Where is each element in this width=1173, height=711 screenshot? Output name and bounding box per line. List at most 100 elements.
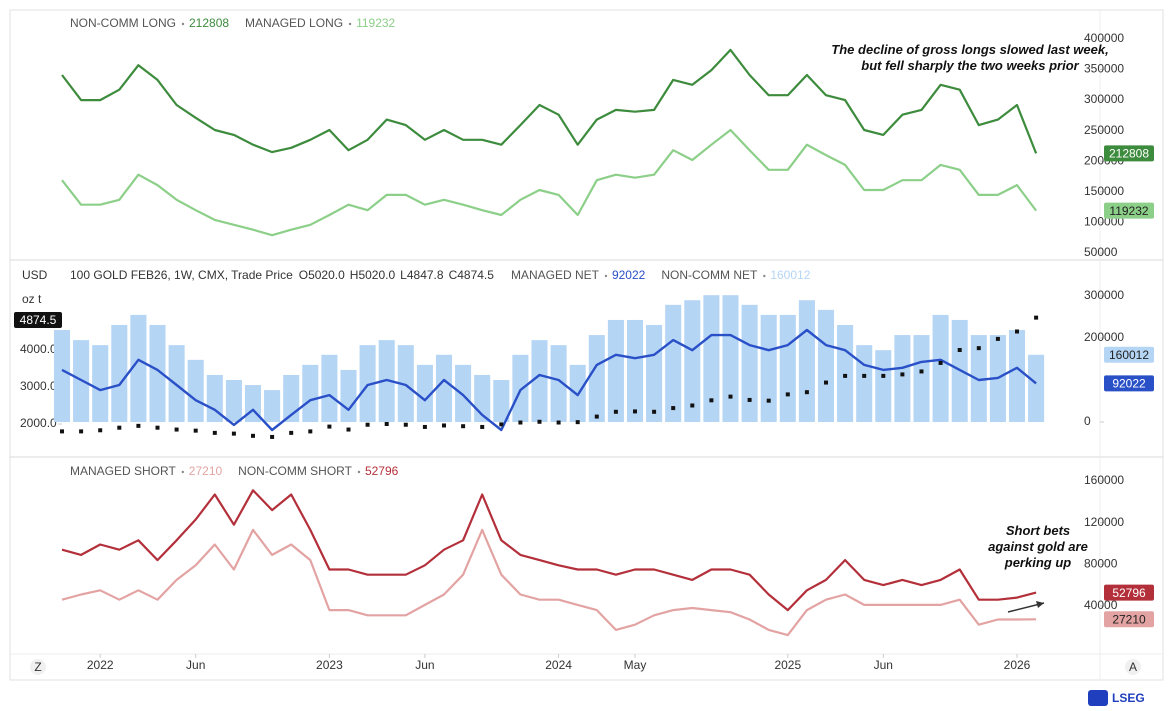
series-line (61, 48, 1038, 154)
bar (722, 295, 739, 422)
bar (703, 295, 720, 422)
x-tick-label: Jun (415, 658, 434, 672)
bar (111, 324, 128, 422)
y-tick-label: 3000.0 (20, 379, 57, 393)
bar (264, 390, 281, 422)
y-tick-label: 4000.0 (20, 342, 57, 356)
bar (531, 340, 548, 422)
bar (856, 345, 873, 422)
bar (397, 345, 414, 422)
legend-separator (181, 22, 185, 26)
y-tick-label: 80000 (1084, 556, 1118, 570)
candle (995, 336, 1000, 341)
candle (270, 434, 275, 439)
x-tick-label: May (624, 658, 647, 672)
zoom-button-label[interactable]: Z (34, 660, 41, 674)
candle (728, 394, 733, 399)
y-tick-label: 120000 (1084, 515, 1124, 529)
bar (359, 345, 376, 422)
y-tick-label: 250000 (1084, 123, 1124, 137)
candle (251, 433, 255, 438)
candle (155, 425, 160, 430)
legend-separator (348, 22, 352, 26)
candle (919, 369, 924, 374)
legend-label: NON-COMM LONG (70, 16, 176, 30)
candle (881, 373, 886, 378)
y2-tick-label: 200000 (1084, 330, 1124, 344)
candle (117, 425, 122, 430)
bar (741, 304, 758, 422)
candle (136, 423, 141, 428)
bar (798, 300, 815, 422)
candle (499, 422, 504, 427)
bar (283, 374, 300, 422)
candle (461, 424, 466, 429)
bar (588, 335, 605, 422)
legend-label: NON-COMM SHORT (238, 464, 352, 478)
bar (894, 335, 911, 422)
candle (480, 424, 485, 429)
legend-separator (604, 274, 608, 278)
bar (416, 364, 433, 422)
legend-value: 92022 (612, 268, 646, 282)
logo: LSEG (1112, 691, 1145, 705)
candle (1034, 315, 1039, 320)
candle (900, 372, 905, 377)
candle (938, 360, 943, 365)
price-badge (1104, 611, 1154, 628)
y-tick-label: 150000 (1084, 184, 1124, 198)
legend-label: NON-COMM NET (661, 268, 758, 282)
bar (493, 380, 510, 422)
candle (365, 422, 370, 427)
bar (932, 314, 949, 422)
zoom-button[interactable] (30, 659, 46, 675)
bar (149, 324, 166, 422)
legend-label: MANAGED LONG (245, 16, 343, 30)
auto-button-label[interactable]: A (1129, 660, 1137, 674)
legend-value: 52796 (365, 464, 399, 478)
ohlc-label: O5020.0 (299, 268, 345, 282)
price-badge (14, 312, 62, 328)
bar (512, 354, 529, 422)
bar (206, 374, 223, 422)
candle (212, 430, 217, 435)
candle (747, 397, 752, 402)
candle (556, 420, 561, 425)
price-badge (1104, 375, 1154, 392)
candle (60, 429, 64, 434)
bar (875, 350, 892, 422)
candle (231, 431, 236, 436)
price-badge (1104, 145, 1154, 162)
candle (403, 422, 408, 427)
legend-label: 100 GOLD FEB26, 1W, CMX, Trade Price (70, 268, 293, 282)
bar (665, 304, 682, 422)
bar (817, 309, 835, 422)
bar (435, 354, 453, 422)
y-tick-label: 2000.0 (20, 416, 57, 430)
candle (384, 421, 389, 426)
bar (837, 324, 854, 422)
price-badge (1104, 202, 1154, 219)
candle (690, 403, 695, 408)
candle (193, 428, 198, 433)
candle (613, 409, 618, 414)
legend-separator (181, 470, 184, 474)
bar (626, 319, 644, 422)
y-tick-label: 40000 (1084, 598, 1118, 612)
bar (321, 354, 338, 422)
y-tick-label: 350000 (1084, 62, 1124, 76)
y2-tick-label: 300000 (1084, 288, 1124, 302)
candle (518, 420, 523, 425)
auto-button[interactable] (1125, 659, 1141, 675)
x-tick-label: 2026 (1004, 658, 1031, 672)
bar (455, 364, 472, 422)
logo-icon (1088, 690, 1108, 706)
ohlc-label: L4847.8 (400, 268, 444, 282)
bar (130, 314, 147, 422)
bar (779, 314, 796, 422)
candle (442, 423, 446, 428)
x-tick-label: 2023 (316, 658, 343, 672)
x-tick-label: 2024 (545, 658, 572, 672)
y-tick-label: 160000 (1084, 473, 1124, 487)
